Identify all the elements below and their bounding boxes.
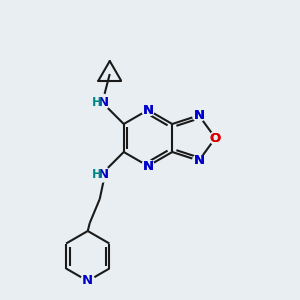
Circle shape <box>94 166 110 182</box>
Circle shape <box>193 109 205 121</box>
Circle shape <box>193 109 205 121</box>
Text: N: N <box>193 154 204 167</box>
Text: N: N <box>98 95 109 109</box>
Text: O: O <box>210 131 221 145</box>
Circle shape <box>193 155 205 167</box>
Text: N: N <box>142 103 154 116</box>
Circle shape <box>193 155 205 167</box>
Circle shape <box>142 104 154 116</box>
Text: N: N <box>142 103 154 116</box>
Circle shape <box>209 132 221 144</box>
Text: N: N <box>142 160 154 172</box>
Circle shape <box>142 160 154 172</box>
Circle shape <box>142 160 154 172</box>
Text: O: O <box>210 131 221 145</box>
Text: H: H <box>92 169 102 182</box>
Circle shape <box>142 104 154 116</box>
Text: N: N <box>82 274 93 287</box>
Text: N: N <box>193 154 204 167</box>
Text: N: N <box>98 167 109 181</box>
Circle shape <box>81 274 95 288</box>
Circle shape <box>209 132 221 144</box>
Text: N: N <box>193 109 204 122</box>
Text: N: N <box>193 109 204 122</box>
Text: H: H <box>92 97 102 110</box>
Circle shape <box>94 94 110 110</box>
Text: N: N <box>142 160 154 172</box>
